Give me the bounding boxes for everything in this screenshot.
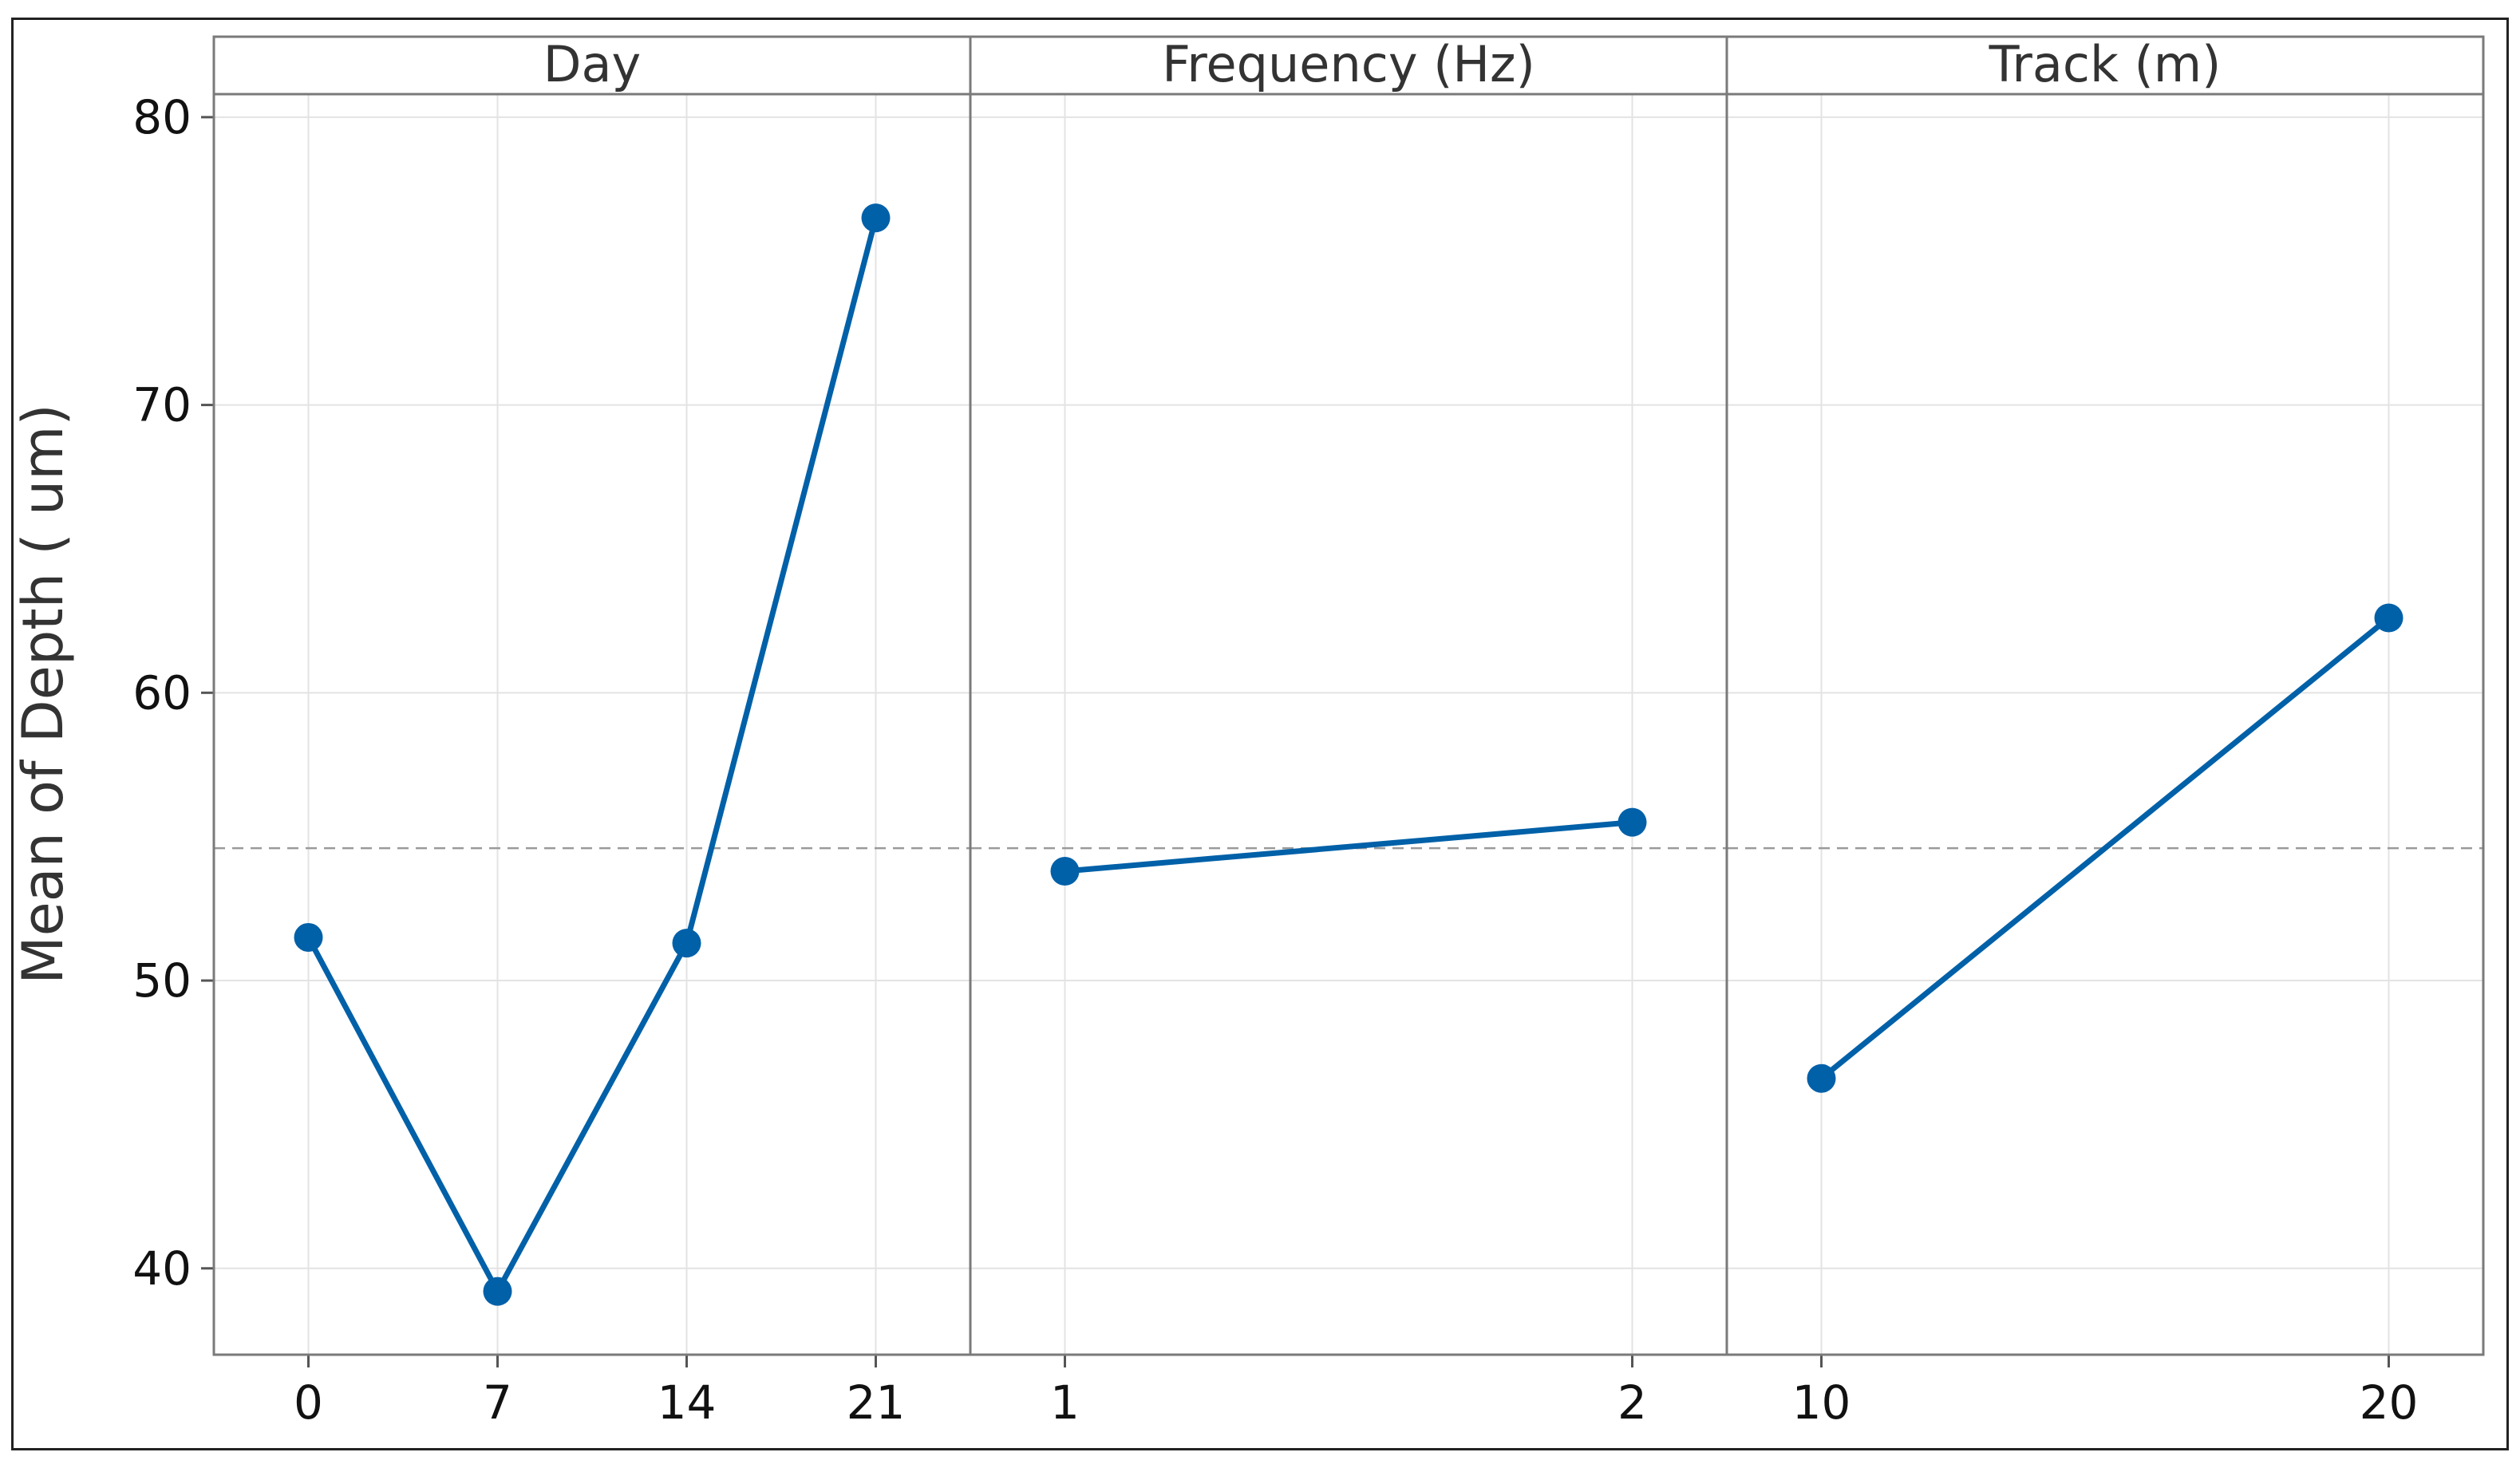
x-tick-label: 14 <box>658 1375 717 1430</box>
text-layer: 40 50 60 70 80 0 7 14 21 Day 1 2 Frequency (Hz) 10 20 T… <box>132 35 2418 1430</box>
data-point <box>483 1277 512 1306</box>
panel-title: Frequency (Hz) <box>1162 35 1535 93</box>
series-line <box>1064 819 1633 874</box>
data-point <box>1807 1063 1836 1093</box>
grid-layer <box>214 94 2483 1355</box>
panel-title: Track (m) <box>1989 35 2222 93</box>
x-tick-label: 10 <box>1792 1375 1851 1430</box>
y-tick-label: 80 <box>132 90 192 144</box>
data-point <box>861 203 891 233</box>
x-tick-label: 21 <box>847 1375 906 1430</box>
x-tick-label: 7 <box>483 1375 512 1430</box>
y-tick-label: 70 <box>132 378 192 432</box>
data-point <box>2374 603 2403 633</box>
data-point <box>294 922 323 952</box>
x-tick-label: 20 <box>2360 1375 2419 1430</box>
y-tick-label: 40 <box>132 1241 192 1296</box>
data-point <box>1050 856 1080 886</box>
series-line <box>1819 615 2391 1081</box>
x-tick-label: 0 <box>294 1375 323 1430</box>
panel-title: Day <box>543 35 641 93</box>
x-tick-label: 1 <box>1050 1375 1080 1430</box>
x-tick-label: 2 <box>1617 1375 1647 1430</box>
series-layer <box>294 203 2403 1306</box>
panel-header <box>1725 35 2485 96</box>
panel-header <box>969 35 1728 96</box>
panel-border <box>969 93 1728 1356</box>
data-point <box>1617 807 1647 837</box>
panel-border <box>1725 93 2485 1356</box>
y-tick-label: 60 <box>132 665 192 720</box>
series-line <box>306 217 879 1295</box>
y-tick-label: 50 <box>132 953 192 1008</box>
y-axis-title: Mean of Depth ( um) <box>10 404 76 985</box>
figure-frame <box>11 18 2509 1450</box>
data-point <box>672 929 701 958</box>
panel-frame-layer <box>201 35 2485 1367</box>
